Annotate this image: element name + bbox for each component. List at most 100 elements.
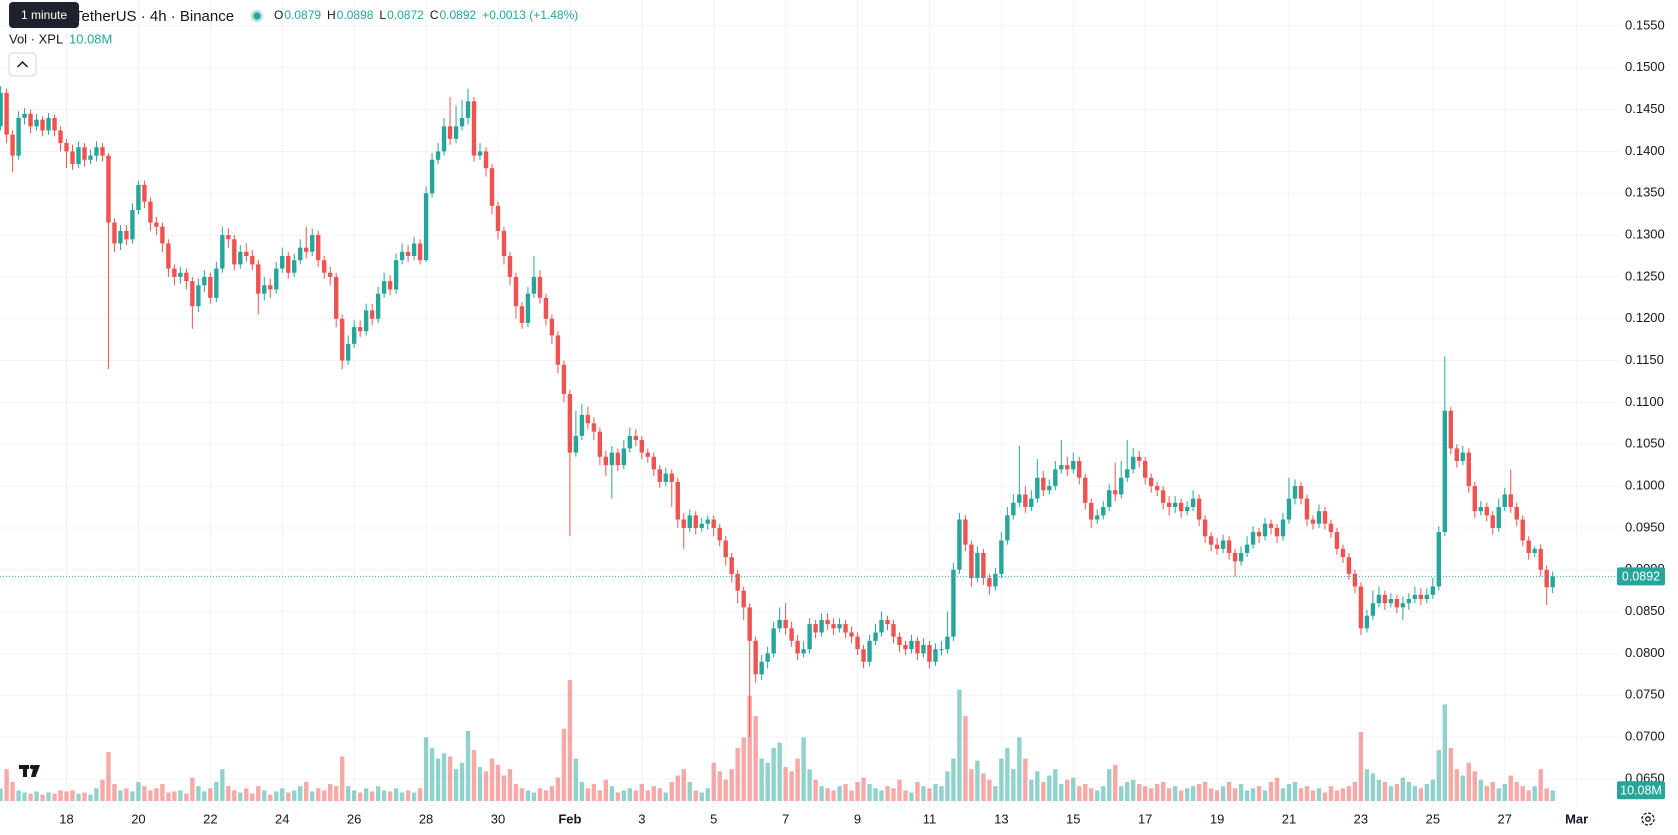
volume-bar bbox=[969, 769, 974, 801]
ohlc-value: 0.0892 bbox=[439, 8, 476, 22]
candle-body bbox=[232, 239, 237, 265]
candle-body bbox=[0, 92, 3, 127]
volume-bar bbox=[1250, 788, 1256, 801]
candle-body bbox=[100, 147, 105, 156]
y-tick-label: 0.1300 bbox=[1625, 227, 1665, 242]
volume-bar bbox=[453, 769, 459, 801]
candle-body bbox=[999, 540, 1004, 574]
volume-bar bbox=[52, 793, 57, 801]
candle-body bbox=[1232, 552, 1238, 562]
volume-bar bbox=[1436, 750, 1442, 801]
collapse-button-frame[interactable] bbox=[8, 52, 37, 77]
gear-inner[interactable] bbox=[1645, 816, 1651, 822]
settings-button[interactable] bbox=[1641, 812, 1655, 826]
candle-body bbox=[933, 649, 938, 662]
volume-bar bbox=[723, 779, 728, 801]
volume-bar bbox=[1142, 786, 1148, 801]
volume-bar bbox=[34, 791, 39, 801]
candle-body bbox=[981, 552, 986, 579]
candle-body bbox=[298, 247, 303, 261]
candle-body bbox=[843, 624, 848, 633]
volume-bar bbox=[16, 790, 21, 801]
volume-bar bbox=[1083, 784, 1088, 801]
volume-bar bbox=[1125, 781, 1130, 801]
volume-bar bbox=[1059, 784, 1064, 801]
volume-bar bbox=[1448, 747, 1454, 801]
candle-body bbox=[723, 540, 728, 558]
volume-bar bbox=[1148, 788, 1154, 801]
volume-bar bbox=[1286, 784, 1292, 801]
candle-body bbox=[1017, 494, 1022, 503]
volume-bar bbox=[1262, 790, 1268, 801]
volume-bar bbox=[112, 784, 117, 801]
candle-body bbox=[1304, 498, 1310, 520]
candle-body bbox=[615, 452, 621, 466]
logo-part[interactable] bbox=[31, 765, 40, 777]
x-tick-label: 13 bbox=[994, 811, 1008, 826]
candle-body bbox=[142, 184, 147, 202]
logo-part[interactable] bbox=[29, 764, 35, 770]
candle-body bbox=[310, 235, 315, 252]
volume-bar bbox=[1005, 747, 1010, 801]
volume-bar bbox=[603, 779, 609, 801]
candle-body bbox=[1035, 477, 1040, 499]
grid bbox=[0, 0, 1621, 809]
candle-body bbox=[381, 281, 387, 294]
candle-body bbox=[879, 619, 884, 633]
candle-body bbox=[1023, 494, 1028, 507]
candle-body bbox=[423, 193, 429, 261]
candle-body bbox=[1466, 452, 1471, 487]
candle-body bbox=[1514, 506, 1519, 520]
tv-logo[interactable] bbox=[19, 764, 40, 777]
candle-body bbox=[675, 481, 680, 520]
volume-bar bbox=[909, 792, 914, 801]
volume-bar bbox=[1041, 781, 1046, 801]
collapse-button[interactable] bbox=[8, 52, 37, 77]
candle-body bbox=[525, 293, 531, 323]
candle-body bbox=[477, 151, 483, 156]
candle-body bbox=[1095, 515, 1100, 520]
x-tick-label: Mar bbox=[1565, 811, 1588, 826]
candle-body bbox=[1412, 594, 1418, 600]
volume-bar bbox=[1047, 775, 1052, 801]
y-tick-label: 0.1400 bbox=[1625, 143, 1665, 158]
candle-body bbox=[124, 230, 129, 240]
volume-bar bbox=[837, 786, 842, 801]
volume-bar bbox=[1154, 784, 1160, 801]
candle-body bbox=[717, 527, 722, 541]
candle-body bbox=[76, 147, 81, 164]
volume-bar bbox=[46, 792, 51, 801]
volume-bar bbox=[1370, 773, 1376, 801]
volume-bar bbox=[1430, 779, 1436, 801]
candle-body bbox=[1478, 506, 1483, 512]
volume-bar bbox=[274, 791, 279, 801]
logo-part[interactable] bbox=[23, 765, 27, 777]
volume-bar bbox=[286, 792, 291, 801]
volume-bar bbox=[1107, 769, 1112, 801]
volume-bar bbox=[387, 791, 393, 801]
candle-body bbox=[645, 452, 651, 457]
candle-body bbox=[819, 619, 824, 633]
volume-bar bbox=[693, 790, 698, 801]
gear-outer[interactable] bbox=[1641, 812, 1655, 826]
volume-bar bbox=[1406, 781, 1412, 801]
y-tick-label: 0.1500 bbox=[1625, 59, 1665, 74]
volume-bar bbox=[1400, 777, 1406, 801]
volume-bar bbox=[172, 791, 177, 801]
volume-bar bbox=[903, 790, 908, 801]
candle-body bbox=[411, 243, 417, 257]
collapse-icon[interactable] bbox=[16, 60, 29, 68]
volume-bar bbox=[1526, 790, 1531, 801]
candle-body bbox=[339, 318, 345, 361]
candle-body bbox=[873, 632, 878, 641]
ohlc-key: H bbox=[327, 8, 336, 22]
candle-body bbox=[1328, 523, 1334, 533]
volume-bar bbox=[939, 786, 944, 801]
candle-body bbox=[1029, 498, 1034, 507]
candle-body bbox=[639, 440, 645, 453]
ohlc-change: +0.0013 (+1.48%) bbox=[482, 8, 578, 22]
volume-bar bbox=[1502, 784, 1507, 801]
candle-body bbox=[393, 260, 399, 290]
candle-body bbox=[597, 431, 603, 457]
candle-body bbox=[292, 260, 297, 273]
